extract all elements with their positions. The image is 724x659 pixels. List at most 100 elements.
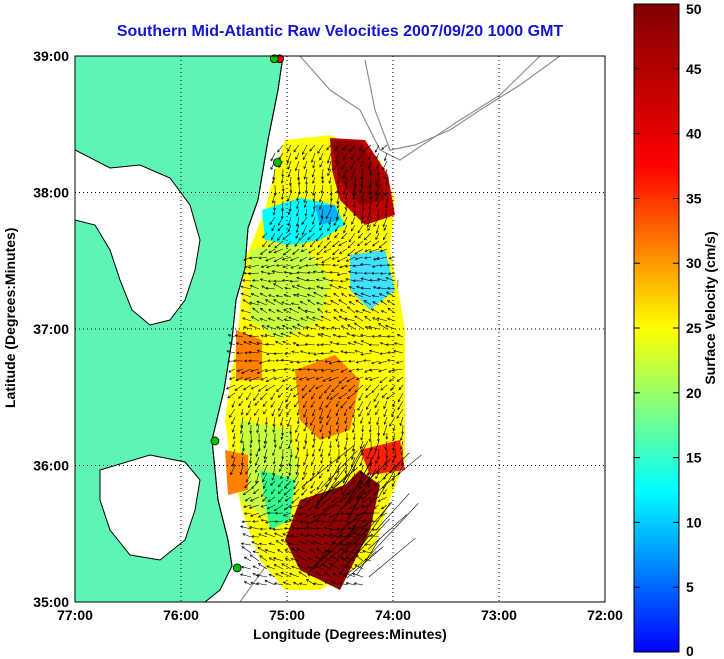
velocity-arrow [383,224,388,231]
velocity-arrow [338,392,348,399]
velocity-arrow-head [346,332,350,336]
velocity-arrow [309,144,316,152]
velocity-arrow-head [315,238,319,242]
velocity-arrow [288,543,300,546]
velocity-arrow-head [344,550,348,553]
velocity-arrow [319,152,324,161]
velocity-arrow-head [283,293,287,297]
velocity-arrow [378,496,388,502]
velocity-arrow [313,512,324,518]
velocity-arrow [314,461,342,509]
velocity-arrow-head [281,563,285,567]
velocity-arrow [284,319,292,322]
velocity-arrow-head [363,271,367,275]
velocity-arrow [357,224,364,234]
velocity-arrow [283,248,292,256]
velocity-arrow [327,224,332,232]
velocity-arrow [259,555,268,562]
velocity-arrow [297,555,308,562]
velocity-arrow-head [341,386,345,390]
velocity-arrow [369,432,372,442]
velocity-arrow-head [272,212,276,216]
velocity-arrow [234,384,244,391]
velocity-arrow [398,384,404,390]
velocity-arrow [272,368,284,372]
velocity-arrow-head [378,361,382,365]
velocity-arrow [370,534,380,538]
velocity-arrow-head [399,422,403,427]
velocity-arrow-head [363,300,367,303]
velocity-arrow [287,224,292,232]
velocity-arrow-head [311,159,314,163]
velocity-arrow [260,308,268,314]
velocity-arrow-head [290,557,294,561]
velocity-arrow [339,582,348,586]
velocity-arrow-head [275,326,280,330]
velocity-arrow [306,566,316,570]
velocity-arrow-head [301,388,305,392]
velocity-arrow-head [296,421,300,425]
velocity-arrow-head [375,412,378,416]
velocity-arrow-head [296,564,300,567]
velocity-arrow [334,472,340,480]
colorbar-tick-label: 25 [686,320,702,336]
velocity-arrow [229,408,236,418]
velocity-arrow-head [324,310,328,314]
velocity-arrow [337,440,340,448]
velocity-arrow-head [355,299,359,303]
velocity-arrow-head [272,423,276,427]
velocity-arrow [256,416,260,426]
velocity-arrow-head [320,286,324,290]
velocity-arrow [319,192,324,203]
velocity-arrow-head [266,325,270,328]
velocity-arrow-head [316,548,320,551]
velocity-arrow [297,323,308,330]
velocity-arrow-head [352,264,356,268]
velocity-arrow-head [280,436,284,440]
velocity-arrow-head [327,160,330,164]
velocity-arrow-head [293,486,297,490]
velocity-arrow [284,527,292,530]
velocity-arrow-head [232,444,235,448]
velocity-arrow-head [329,350,333,354]
velocity-arrow [322,376,332,382]
velocity-arrow-head [316,285,320,289]
velocity-arrow [269,557,276,562]
velocity-arrow-head [364,326,368,329]
velocity-arrow [357,240,364,247]
velocity-arrow-head [318,448,322,452]
velocity-arrow-head [273,444,277,448]
velocity-arrow-head [309,548,313,552]
velocity-arrow [280,416,284,426]
velocity-arrow [393,350,404,354]
velocity-arrow [312,408,316,417]
velocity-arrow-head [383,227,387,231]
velocity-arrow [270,480,276,486]
velocity-arrow-head [355,377,360,381]
velocity-arrow-head [304,190,308,194]
velocity-arrow-head [265,379,269,382]
velocity-arrow [311,424,316,435]
velocity-arrow [319,472,324,479]
velocity-arrow-head [285,399,289,403]
velocity-arrow [248,416,252,425]
velocity-arrow [379,376,388,384]
velocity-arrow [288,317,300,322]
velocity-arrow-head [241,279,245,283]
velocity-arrow [315,360,324,362]
velocity-arrow [383,464,388,471]
velocity-arrow-head [299,520,303,524]
velocity-arrow-head [296,293,300,297]
velocity-arrow [339,496,348,503]
velocity-arrow-head [367,165,371,170]
velocity-arrow [266,325,276,330]
velocity-arrow [345,464,348,474]
velocity-arrow [240,424,244,434]
velocity-arrow-head [347,341,351,345]
velocity-arrow-head [269,482,273,486]
velocity-arrow [361,168,364,180]
velocity-arrow [232,424,236,433]
velocity-arrow [304,200,308,208]
velocity-arrow-head [376,166,380,170]
velocity-arrow-head [263,456,267,460]
